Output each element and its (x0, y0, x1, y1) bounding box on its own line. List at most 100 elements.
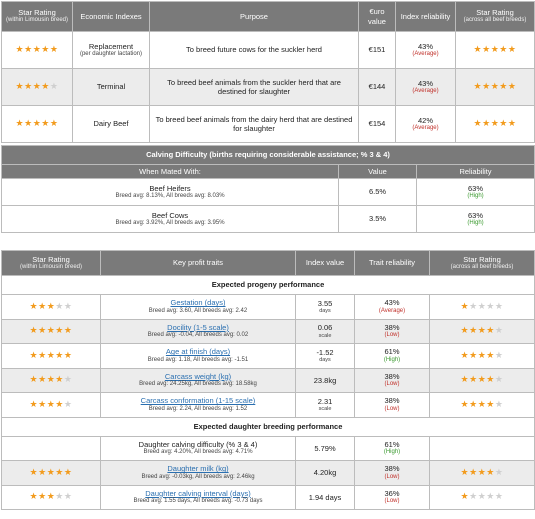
trait-reliability-cell: 36% (Low) (354, 484, 430, 510)
star-icon: ★ (63, 398, 73, 409)
star-icon: ★ (494, 349, 504, 360)
star-icon: ★ (38, 398, 47, 409)
table-row: ★★★★★ Daughter milk (kg) Breed avg: -0.03k… (1, 460, 535, 486)
header-when-mated: When Mated With: (1, 164, 339, 179)
index-unit: scale (318, 332, 332, 339)
table-row: Daughter calving difficulty (% 3 & 4) Bre… (1, 435, 535, 461)
trait-link[interactable]: Carcass weight (kg) (164, 371, 232, 381)
star-rating-within-cell: ★★★★★ (1, 367, 101, 393)
reliability-label: (Low) (384, 405, 400, 412)
mated-with-cell: Beef Heifers Breed avg: 8.13%, All breeds… (1, 178, 339, 206)
star-icon: ★ (29, 349, 39, 360)
reliability-value: 42% (417, 115, 433, 125)
reliability-value: 63% (467, 183, 483, 193)
star-rating: ★★★★★ (30, 491, 73, 501)
purpose-cell: To breed beef animals from the suckler h… (149, 68, 359, 106)
trait-reliability-cell: 38% (Low) (354, 367, 430, 393)
table-row: ★★★★★ Replacement (per daughter lactation)… (1, 31, 535, 69)
star-rating: ★★★★★ (474, 81, 517, 91)
star-icon: ★ (494, 491, 504, 502)
trait-reliability-cell: 61% (High) (354, 343, 430, 369)
star-rating: ★★★★★ (30, 350, 73, 360)
star-icon: ★ (482, 118, 491, 129)
star-icon: ★ (38, 325, 47, 336)
star-icon: ★ (486, 325, 495, 336)
star-icon: ★ (469, 374, 478, 385)
table-row: ★★★★★ Gestation (days) Breed avg: 3.60, Al… (1, 294, 535, 320)
reliability-label: (Low) (384, 498, 400, 505)
mated-with-cell: Beef Cows Breed avg: 3.92%, All breeds av… (1, 205, 339, 233)
star-icon: ★ (494, 374, 504, 385)
reliability-label: (Low) (384, 473, 400, 480)
breed-avg: Breed avg: 24.25kg, All breeds avg: 18.5… (139, 381, 257, 388)
economic-indexes-table: Star Rating (within Limousin breed) Econo… (1, 1, 535, 143)
value-cell: 3.5% (338, 205, 417, 233)
reliability-label: (High) (383, 356, 401, 363)
table-row: Beef Heifers Breed avg: 8.13%, All breeds… (1, 178, 535, 206)
star-rating: ★★★★★ (30, 399, 73, 409)
star-icon: ★ (38, 300, 47, 311)
trait-reliability-cell: 38% (Low) (354, 392, 430, 418)
star-icon: ★ (477, 466, 487, 477)
star-rating-within-cell (1, 435, 101, 461)
trait-link[interactable]: Daughter milk (kg) (167, 464, 229, 474)
table-row: ★★★★★ Docility (1-5 scale) Breed avg: -0.0… (1, 318, 535, 344)
star-icon: ★ (473, 118, 483, 129)
star-rating: ★★★★★ (16, 81, 59, 91)
breed-avg: Breed avg: 8.13%, All breeds avg: 8.03% (115, 192, 225, 199)
star-icon: ★ (41, 44, 50, 55)
star-icon: ★ (499, 81, 508, 92)
star-icon: ★ (46, 466, 56, 477)
breed-avg: Breed avg: 1.18, All breeds avg: -1.51 (147, 356, 249, 363)
star-rating: ★★★★★ (461, 467, 504, 477)
star-icon: ★ (486, 491, 495, 502)
index-value-cell: 1.94 days (295, 484, 355, 510)
star-icon: ★ (507, 44, 517, 55)
table-row: ★★★★★ Age at finish (days) Breed avg: 1.18… (1, 343, 535, 369)
table-row: Beef Cows Breed avg: 3.92%, All breeds av… (1, 205, 535, 233)
trait-link[interactable]: Docility (1-5 scale) (167, 322, 229, 332)
star-rating-all-cell (429, 435, 535, 461)
mated-label: Beef Heifers (149, 183, 191, 193)
star-icon: ★ (477, 491, 487, 502)
star-icon: ★ (29, 491, 39, 502)
reliability-label: (Average) (378, 307, 406, 314)
economic-index-cell: Replacement (per daughter lactation) (72, 31, 150, 69)
header-star-rating-all: Star Rating (across all beef breeds) (455, 1, 535, 32)
star-icon: ★ (29, 325, 39, 336)
star-rating-within-cell: ★★★★★ (1, 31, 73, 69)
star-icon: ★ (490, 118, 500, 129)
star-rating-within-cell: ★★★★★ (1, 68, 73, 106)
trait-link[interactable]: Gestation (days) (170, 298, 226, 308)
star-icon: ★ (469, 325, 478, 336)
index-value-cell: 4.20kg (295, 460, 355, 486)
economic-index-cell: Terminal (72, 68, 150, 106)
star-icon: ★ (55, 398, 64, 409)
table-row: ★★★★★ Carcass conformation (1-15 scale) Br… (1, 392, 535, 418)
index-value: 23.8kg (313, 375, 337, 385)
reliability-value: 43% (417, 78, 433, 88)
star-rating-all-cell: ★★★★★ (429, 484, 535, 510)
euro-value-cell: €151 (358, 31, 396, 69)
index-reliability-cell: 42% (Average) (395, 105, 456, 143)
calving-difficulty-title: Calving Difficulty (births requiring con… (1, 145, 535, 165)
trait-link[interactable]: Carcass conformation (1-15 scale) (140, 396, 256, 406)
breed-avg: Breed avg: 3.92%, All breeds avg: 3.95% (115, 219, 225, 226)
index-value: 4.20kg (313, 468, 337, 478)
header-key-profit-traits: Key profit traits (100, 250, 296, 276)
index-value-cell: 0.06 scale (295, 318, 355, 344)
star-icon: ★ (49, 118, 59, 129)
star-icon: ★ (46, 349, 56, 360)
reliability-label: (Low) (384, 381, 400, 388)
header-star-rating-all: Star Rating (across all beef breeds) (429, 250, 535, 276)
star-icon: ★ (477, 325, 487, 336)
trait-link[interactable]: Age at finish (days) (165, 347, 231, 357)
reliability-value: 61% (384, 347, 400, 357)
trait-cell: Gestation (days) Breed avg: 3.60, All bre… (100, 294, 296, 320)
star-rating-within-cell: ★★★★★ (1, 318, 101, 344)
star-icon: ★ (55, 466, 64, 477)
table-row: ★★★★★ Daughter calving interval (days) Bre… (1, 484, 535, 510)
reliability-value: 61% (384, 439, 400, 449)
star-icon: ★ (46, 325, 56, 336)
trait-link[interactable]: Daughter calving interval (days) (145, 488, 251, 498)
